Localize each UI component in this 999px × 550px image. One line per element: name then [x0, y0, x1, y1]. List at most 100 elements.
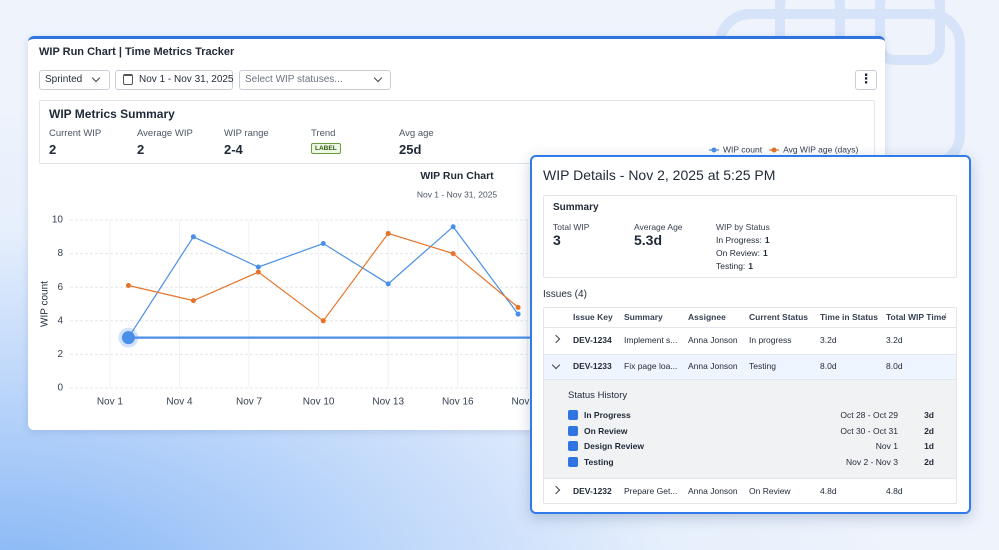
details-panel: WIP Details - Nov 2, 2025 at 5:25 PM Summ…: [530, 155, 971, 514]
x-tick-label: Nov 4: [166, 397, 193, 408]
selection-point: [121, 331, 135, 345]
history-status: Design Review: [584, 441, 644, 452]
status-name: On Review:: [716, 248, 760, 258]
header-title: WIP Run Chart | Time Metrics Tracker: [39, 46, 235, 58]
status-icon: [568, 410, 578, 420]
status-count: 1: [762, 248, 768, 258]
history-duration: 3d: [924, 410, 934, 420]
data-point: [125, 283, 131, 289]
history-status: Testing: [584, 457, 614, 468]
status-count: 1: [748, 261, 754, 271]
metric-label: WIP range: [224, 128, 269, 139]
chart-title: WIP Run Chart: [420, 170, 494, 182]
x-tick-label: Nov 19: [512, 397, 544, 408]
cell: 8.0d: [886, 361, 903, 371]
issue-key[interactable]: DEV-1234: [573, 335, 612, 345]
data-point: [190, 234, 196, 240]
data-point: [255, 264, 261, 270]
issues-table: [543, 307, 957, 504]
history-status: In Progress: [584, 410, 631, 420]
data-point: [385, 281, 391, 287]
column-header[interactable]: Assignee: [688, 312, 726, 322]
status-count: 1: [764, 235, 770, 245]
status-icon: [568, 425, 578, 436]
x-tick-label: Nov 7: [236, 397, 263, 408]
column-header[interactable]: Total WIP Time: [886, 312, 946, 322]
history-duration: 2d: [924, 425, 934, 436]
data-point: [320, 318, 326, 324]
x-tick-label: Nov 16: [442, 397, 474, 408]
cell: 3.2d: [886, 335, 903, 345]
y-tick-label: 6: [57, 282, 63, 293]
status-select[interactable]: [239, 70, 391, 90]
date-value: Nov 1 - Nov 31, 2025: [139, 74, 234, 85]
issue-key[interactable]: DEV-1232: [573, 486, 612, 496]
sprint-dropdown[interactable]: [39, 70, 110, 90]
by-status-item: On Review: 1: [716, 248, 768, 258]
cell: Implement s...: [624, 335, 678, 345]
sprint-value: Sprinted: [45, 74, 83, 85]
column-header[interactable]: Current Status: [749, 312, 809, 322]
cell: 8.0d: [820, 361, 837, 371]
cell: 3.2d: [820, 335, 837, 345]
more-button[interactable]: ⋮: [855, 70, 877, 90]
legend-label: WIP count: [723, 144, 763, 154]
cell: Anna Jonson: [688, 361, 738, 371]
row-divider: [544, 354, 956, 355]
column-header[interactable]: Issue Key: [573, 312, 613, 322]
cell: On Review: [749, 486, 791, 496]
history-area: [544, 379, 956, 479]
chart-subtitle: Nov 1 - Nov 31, 2025: [417, 189, 498, 199]
history-duration: 2d: [924, 457, 934, 468]
metric-value: 2-4: [224, 142, 243, 157]
data-point: [190, 298, 196, 304]
data-point: [450, 251, 456, 257]
summary-label: Total WIP: [553, 222, 590, 232]
metric-value: 2: [49, 142, 57, 157]
x-tick-label: Nov 10: [303, 397, 335, 408]
cell: Fix page loa...: [624, 361, 678, 371]
x-tick-label: Nov 1: [97, 397, 124, 408]
by-status-item: In Progress: 1: [716, 235, 770, 245]
data-point: [255, 269, 261, 275]
metric-label: Avg age: [399, 128, 434, 139]
history-dates: Oct 28 - Oct 29: [840, 410, 898, 420]
status-icon: [568, 441, 578, 452]
metric-value: 25d: [399, 142, 422, 157]
by-status-label: WIP by Status: [716, 222, 770, 232]
summary-value: 5.3d: [634, 232, 663, 248]
metric-label: Average WIP: [137, 128, 193, 139]
legend-marker: [711, 147, 717, 153]
cell: Anna Jonson: [688, 486, 738, 496]
y-axis-label: WIP count: [40, 281, 51, 327]
details-title: WIP Details - Nov 2, 2025 at 5:25 PM: [543, 167, 776, 183]
trend-badge: LABEL: [311, 143, 341, 154]
cell: Testing: [749, 361, 776, 371]
summary-label: Average Age: [634, 222, 683, 232]
history-dates: Nov 1: [875, 441, 898, 452]
metrics-title: WIP Metrics Summary: [49, 107, 175, 121]
data-point: [450, 224, 456, 230]
status-icon: [568, 457, 578, 468]
metrics-summary: [39, 100, 875, 164]
metric-label: Current WIP: [49, 128, 102, 139]
issue-key[interactable]: DEV-1233: [573, 361, 612, 371]
cell: Prepare Get...: [624, 486, 678, 496]
y-tick-label: 8: [57, 248, 63, 259]
data-point: [320, 241, 326, 247]
sort-icon[interactable]: ↓: [943, 310, 948, 320]
column-header[interactable]: Summary: [624, 312, 663, 322]
column-header[interactable]: Time in Status: [820, 312, 878, 322]
y-tick-label: 4: [57, 315, 63, 326]
by-status-item: Testing: 1: [716, 261, 753, 271]
legend-label: Avg WIP age (days): [783, 144, 858, 154]
date-picker[interactable]: [115, 70, 233, 90]
cell: 4.8d: [886, 486, 903, 496]
cell: In progress: [749, 335, 792, 345]
y-tick-label: 2: [57, 349, 63, 360]
data-point: [515, 311, 521, 317]
history-title: Status History: [568, 390, 628, 401]
y-tick-label: 10: [52, 215, 64, 226]
